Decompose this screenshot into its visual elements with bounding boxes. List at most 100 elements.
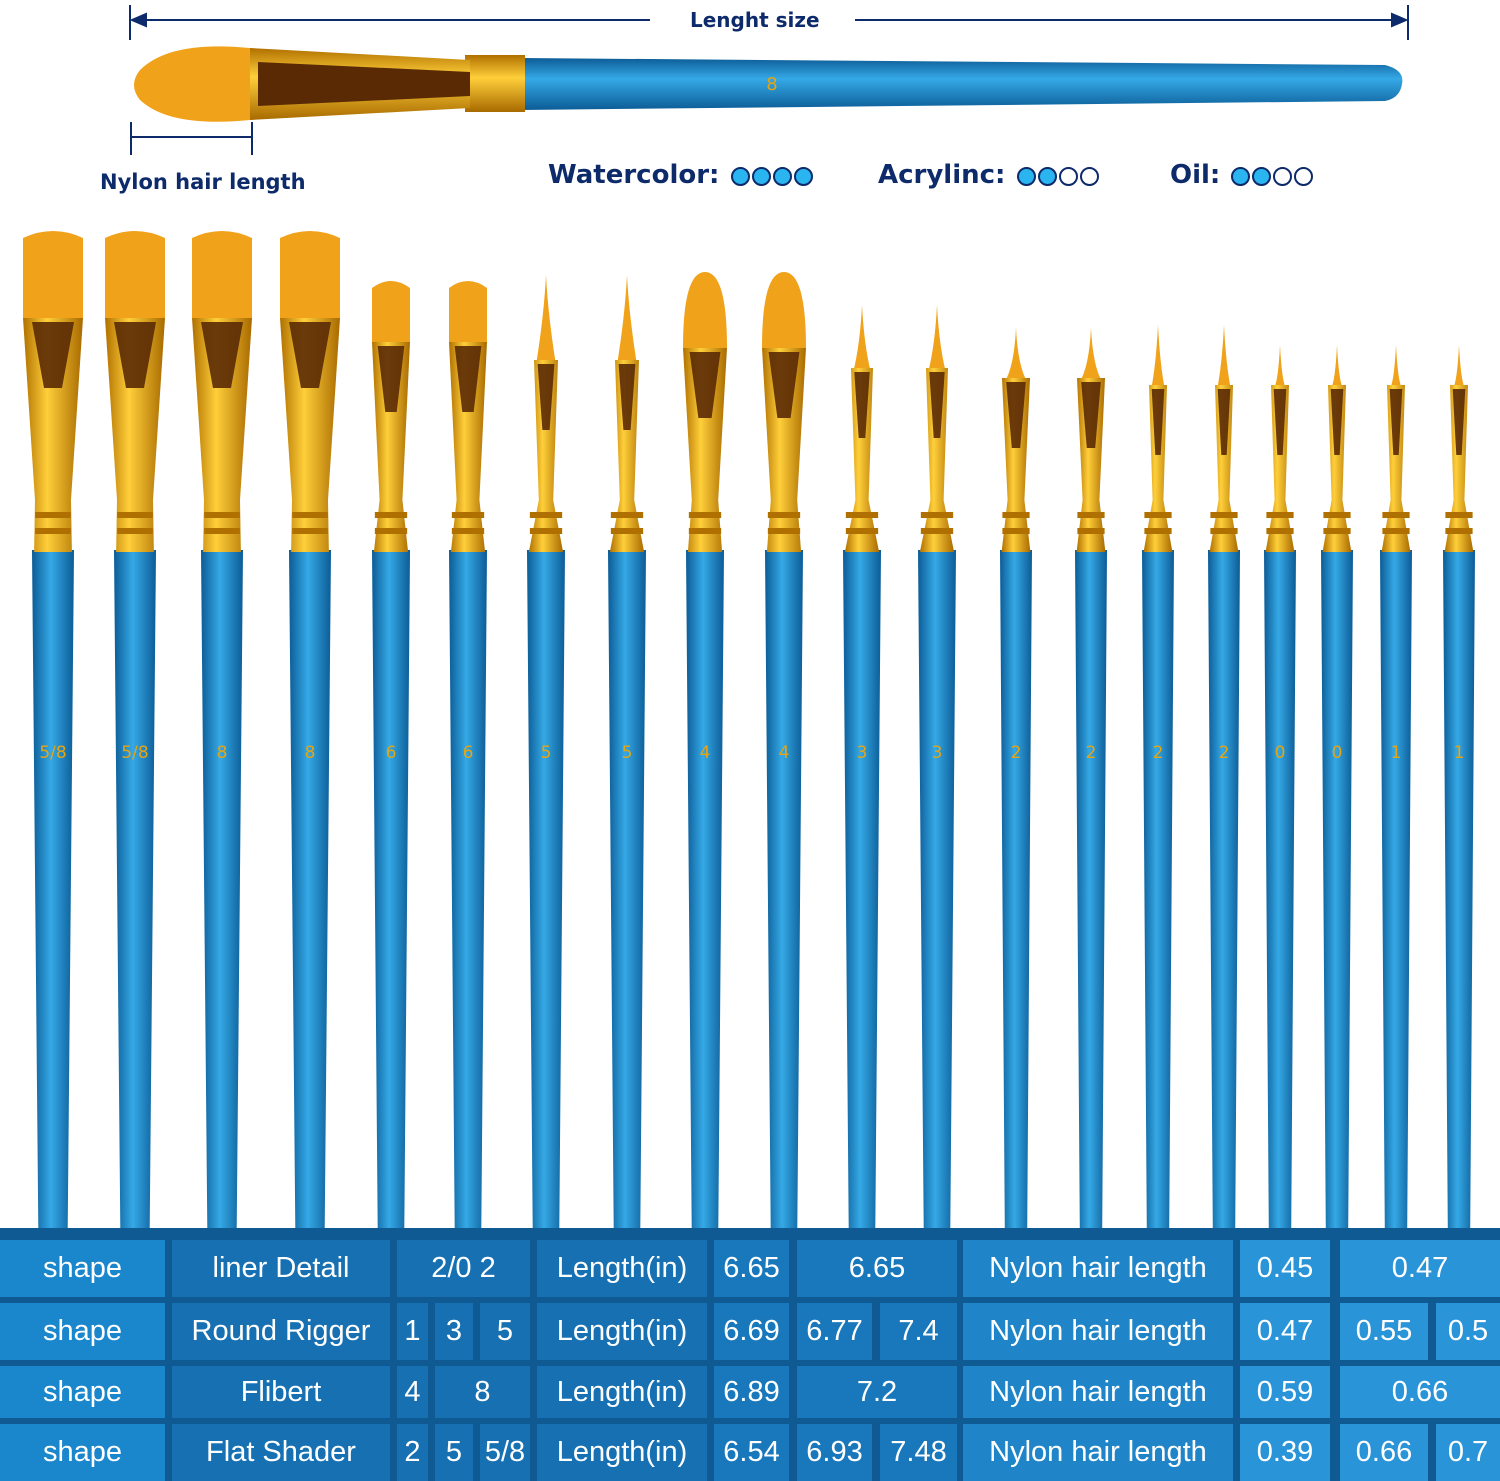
brush-filbert: 4 — [683, 272, 727, 1228]
brush-round: 3 — [843, 305, 881, 1228]
brush-size-label: 2 — [1086, 743, 1097, 763]
length-value-cell: 7.4 — [880, 1303, 957, 1360]
brush-size-label: 8 — [217, 743, 228, 763]
empty-circle-icon — [1273, 167, 1293, 186]
hair-length-header-cell: Nylon hair length — [963, 1366, 1233, 1418]
brush-flat: 8 — [280, 231, 340, 1228]
hair-length-header-cell: Nylon hair length — [963, 1240, 1233, 1297]
brush-flat: 8 — [192, 231, 252, 1228]
filled-circle-icon — [730, 167, 750, 186]
brush-size-label: 1 — [1391, 743, 1402, 763]
rating-label: Oil: — [1170, 160, 1221, 190]
hair-length-value-cell: 0.47 — [1240, 1303, 1330, 1360]
length-size-label: Lenght size — [690, 8, 820, 32]
length-header-cell: Length(in) — [537, 1366, 707, 1418]
size-cell: 1 — [397, 1303, 428, 1360]
rating-acrylic: Acrylinc: — [878, 160, 1099, 190]
specs-table: shape liner Detail 2/0 2 Length(in) 6.65 6.65… — [0, 1228, 1500, 1481]
brush-size-label: 2 — [1153, 743, 1164, 763]
brush-size-label: 8 — [305, 743, 316, 763]
hair-length-value-cell: 0.59 — [1240, 1366, 1330, 1418]
brush-round: 2 — [1208, 325, 1240, 1228]
rating-label: Watercolor: — [548, 160, 720, 190]
brush-flat: 5/8 — [23, 231, 83, 1228]
brush-size-label: 6 — [463, 743, 474, 763]
brush-round: 1 — [1380, 345, 1412, 1228]
length-value-cell: 6.54 — [714, 1424, 789, 1481]
size-cell: 2 — [397, 1424, 428, 1481]
brush-size-label: 5 — [622, 743, 633, 763]
brush-size-label: 5/8 — [39, 743, 66, 763]
length-value-cell: 6.77 — [797, 1303, 872, 1360]
size-cell: 5/8 — [480, 1424, 530, 1481]
filled-circle-icon — [1037, 167, 1057, 186]
filled-circle-icon — [1231, 167, 1251, 186]
hair-length-header-cell: Nylon hair length — [963, 1303, 1233, 1360]
size-cell: 2/0 2 — [397, 1240, 530, 1297]
size-cell: 4 — [397, 1366, 428, 1418]
brush-flat: 6 — [372, 281, 410, 1228]
hair-length-value-cell: 0.45 — [1240, 1240, 1330, 1297]
brush-size-label: 6 — [386, 743, 397, 763]
brush-liner: 2 — [1000, 328, 1032, 1228]
brush-filbert: 4 — [762, 272, 806, 1228]
size-cell: 3 — [435, 1303, 473, 1360]
length-value-cell: 7.48 — [880, 1424, 957, 1481]
shape-name-cell: Round Rigger — [172, 1303, 390, 1360]
rating-dots — [1015, 160, 1099, 190]
shape-name-cell: Flibert — [172, 1366, 390, 1418]
brush-size-label: 1 — [1454, 743, 1465, 763]
brush-size-label: 3 — [857, 743, 868, 763]
brush-round: 0 — [1321, 345, 1353, 1228]
filled-circle-icon — [751, 167, 771, 186]
brush-size-label: 0 — [1275, 743, 1286, 763]
hair-length-value-cell: 0.66 — [1340, 1366, 1500, 1418]
brush-flat: 5/8 — [105, 231, 165, 1228]
length-value-cell: 6.65 — [714, 1240, 789, 1297]
filled-circle-icon — [793, 167, 813, 186]
brush-size-label: 5/8 — [121, 743, 148, 763]
brush-round: 3 — [918, 305, 956, 1228]
brush-round: 1 — [1443, 345, 1475, 1228]
brush-flat: 6 — [449, 281, 487, 1228]
length-header-cell: Length(in) — [537, 1303, 707, 1360]
empty-circle-icon — [1079, 167, 1099, 186]
hair-length-value-cell: 0.7 — [1436, 1424, 1500, 1481]
hair-length-value-cell: 0.66 — [1340, 1424, 1428, 1481]
brush-size-label: 2 — [1011, 743, 1022, 763]
brush-size-label: 5 — [541, 743, 552, 763]
shape-header-cell: shape — [0, 1240, 165, 1297]
size-cell: 5 — [480, 1303, 530, 1360]
shape-name-cell: Flat Shader — [172, 1424, 390, 1481]
brush-size-label: 3 — [932, 743, 943, 763]
rating-dots — [1229, 160, 1314, 190]
size-cell: 5 — [435, 1424, 473, 1481]
hair-length-value-cell: 0.5 — [1436, 1303, 1500, 1360]
brush-liner: 2 — [1075, 328, 1107, 1228]
hair-length-header-cell: Nylon hair length — [963, 1424, 1233, 1481]
nylon-hair-length-label: Nylon hair length — [100, 170, 306, 194]
filled-circle-icon — [1016, 167, 1036, 186]
hair-length-value-cell: 0.47 — [1340, 1240, 1500, 1297]
length-value-cell: 7.2 — [797, 1366, 957, 1418]
length-dimension-line — [129, 5, 1409, 155]
shape-header-cell: shape — [0, 1424, 165, 1481]
shape-name-cell: liner Detail — [172, 1240, 390, 1297]
length-value-cell: 6.89 — [714, 1366, 789, 1418]
brush-size-label: 0 — [1332, 743, 1343, 763]
empty-circle-icon — [1294, 167, 1314, 186]
brush-round: 5 — [608, 275, 646, 1228]
hair-length-value-cell: 0.55 — [1340, 1303, 1428, 1360]
length-header-cell: Length(in) — [537, 1424, 707, 1481]
rating-watercolor: Watercolor: — [548, 160, 813, 190]
brush-round: 2 — [1142, 325, 1174, 1228]
brush-size-label: 4 — [700, 743, 711, 763]
length-value-cell: 6.65 — [797, 1240, 957, 1297]
brush-round: 0 — [1264, 345, 1296, 1228]
filled-circle-icon — [1252, 167, 1272, 186]
sample-brush-number: 8 — [766, 74, 777, 95]
shape-header-cell: shape — [0, 1366, 165, 1418]
filled-circle-icon — [772, 167, 792, 186]
shape-header-cell: shape — [0, 1303, 165, 1360]
